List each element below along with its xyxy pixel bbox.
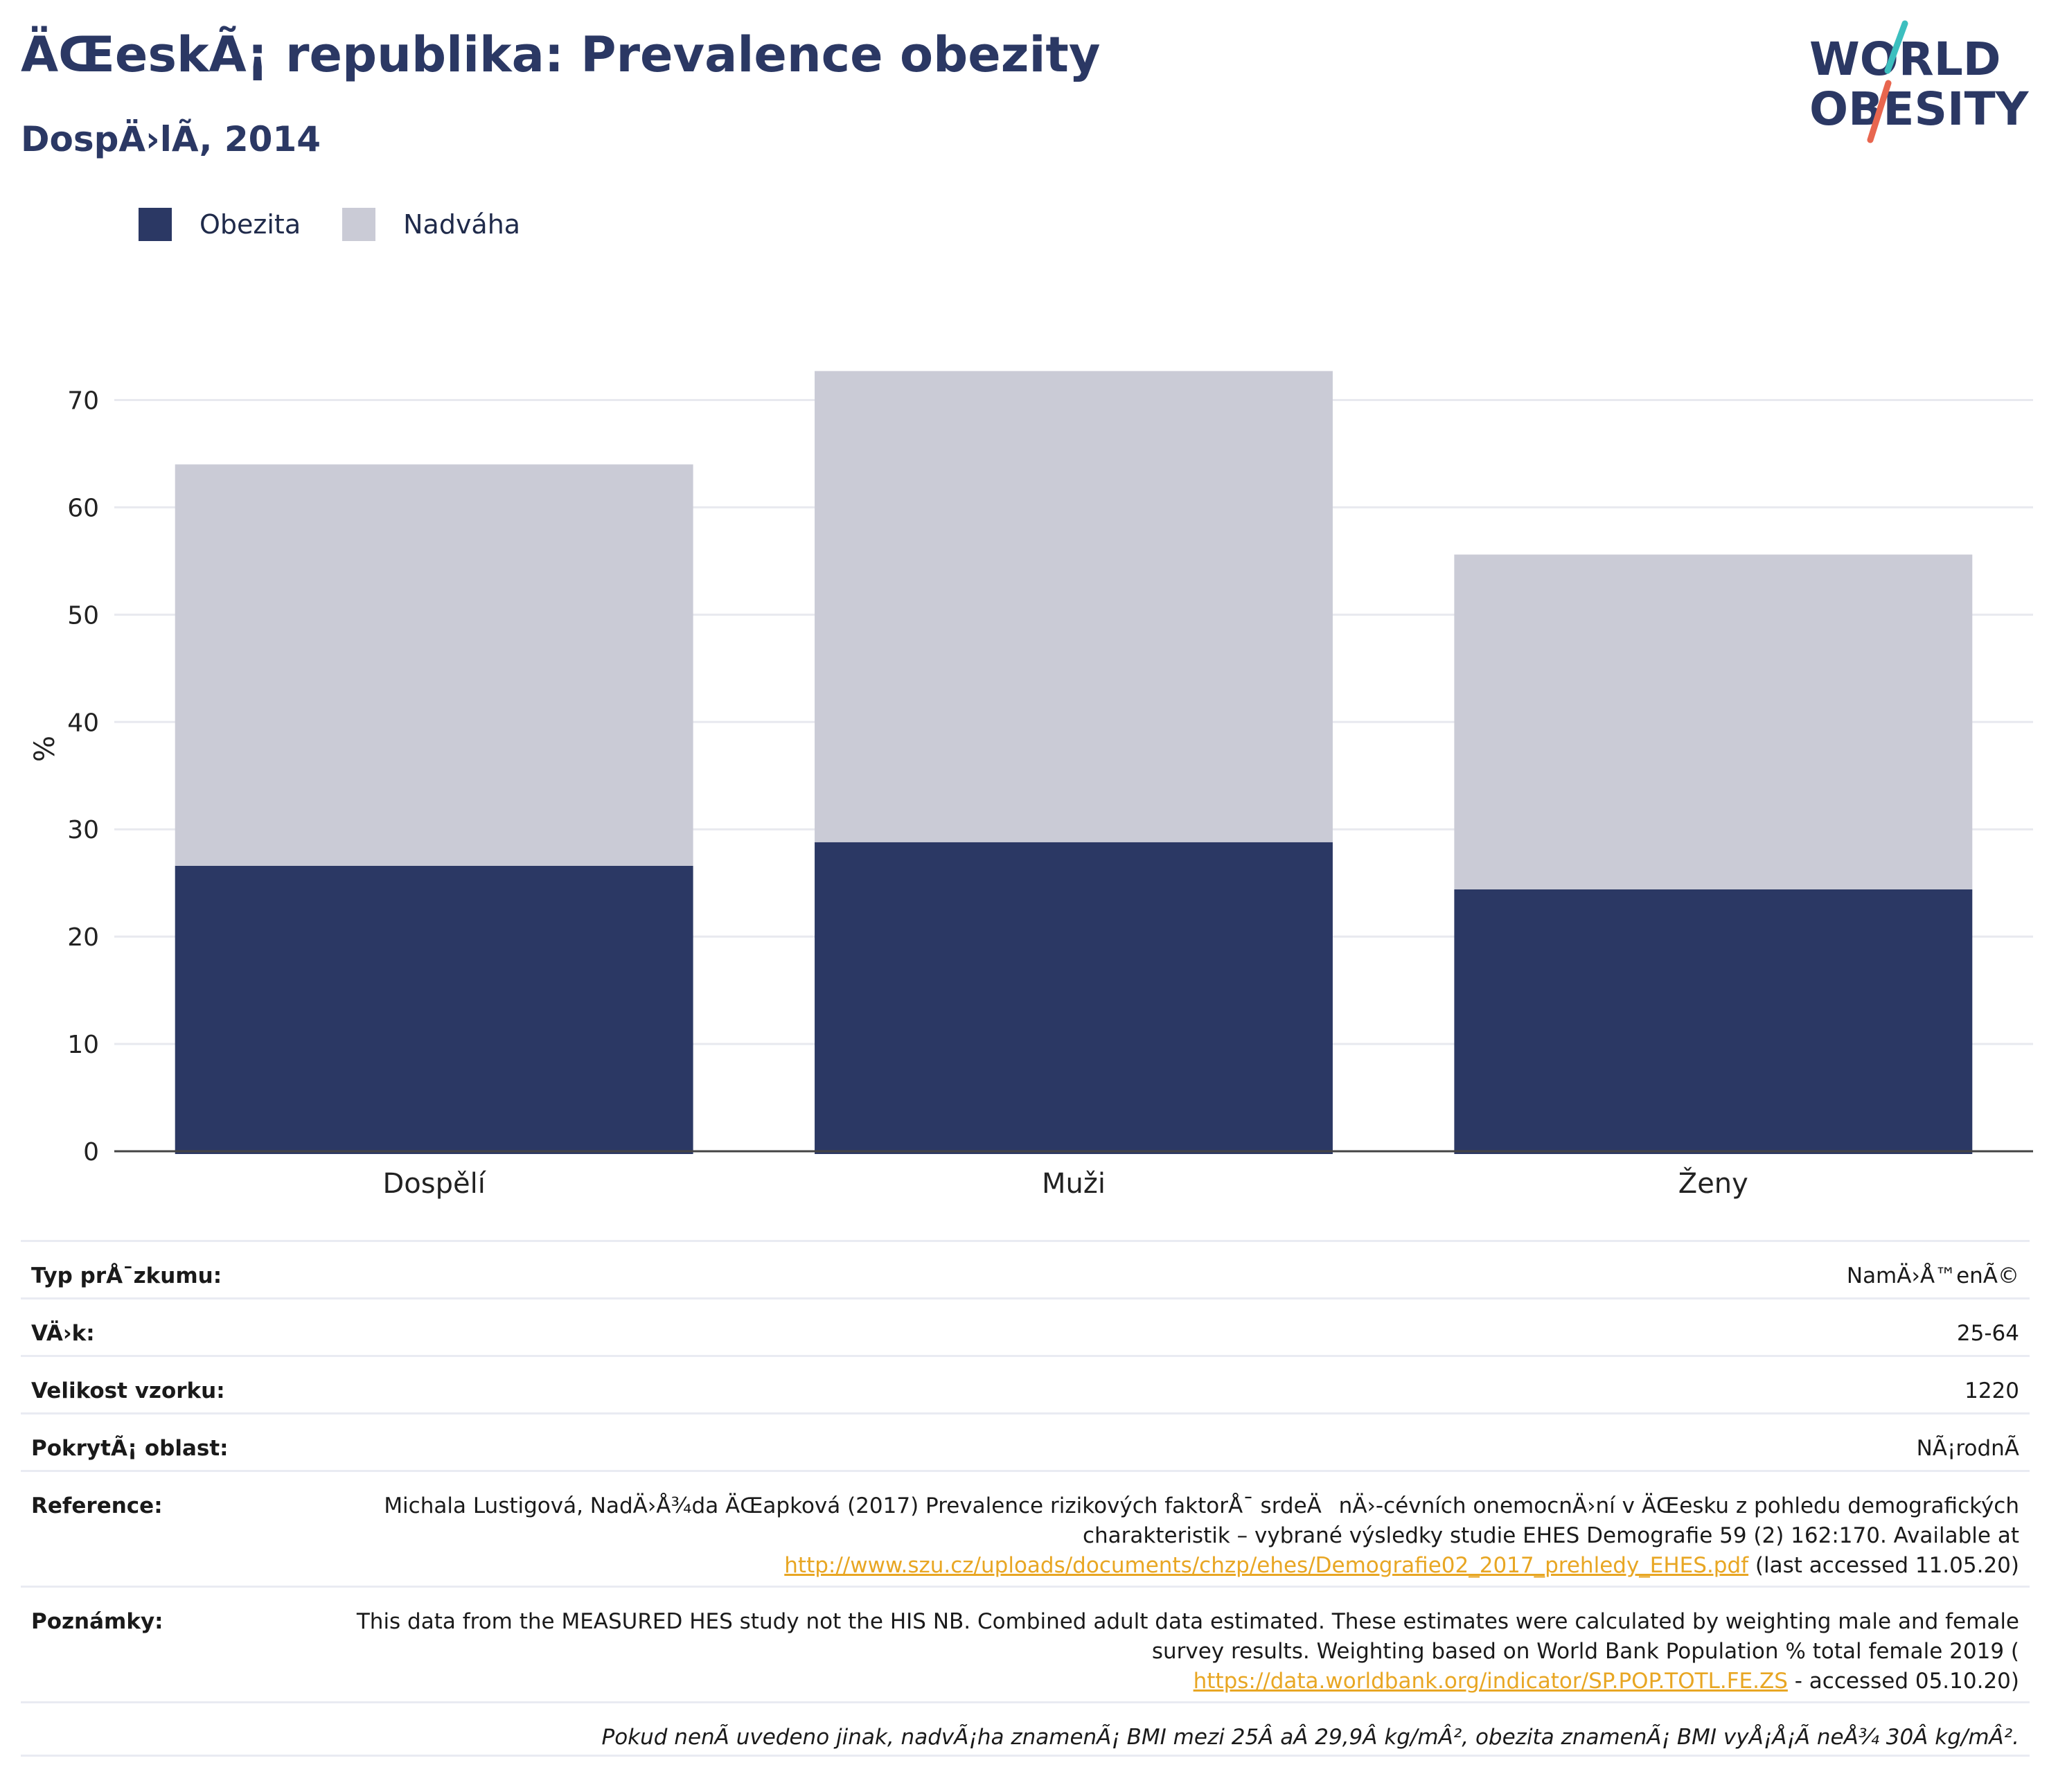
legend-swatch-obezita — [139, 208, 172, 241]
logo-slash-coral — [1867, 80, 1892, 143]
y-tick-label-30: 30 — [67, 816, 99, 844]
stacked-bar-chart: 0 10 20 30 40 50 60 70% Dospělí Muži Ženy — [29, 371, 2033, 1200]
info-table: Typ prÅ¯zkumu: NamÄ›Å™enÃ© VÄ›k: 25-64 V… — [21, 1240, 2030, 1757]
survey-type-value: NamÄ›Å™enÃ© — [1846, 1263, 2019, 1288]
y-tick-label-20: 20 — [67, 923, 99, 952]
reference-accessed: (last accessed 11.05.20) — [1748, 1553, 2019, 1578]
legend-item-obezita[interactable]: Obezita — [139, 208, 301, 241]
reference-link[interactable]: http://www.szu.cz/uploads/documents/chzp… — [784, 1553, 1749, 1578]
notes-value: This data from the MEASURED HES study no… — [343, 1607, 2019, 1696]
bar-obezita-1 — [815, 842, 1333, 1154]
info-row-survey-type: Typ prÅ¯zkumu: NamÄ›Å™enÃ© — [21, 1240, 2030, 1297]
logo-line2: OBESITY — [1809, 82, 2030, 136]
reference-label: Reference: — [31, 1493, 163, 1518]
y-tick-label-70: 70 — [67, 387, 99, 415]
info-row-notes: Poznámky: This data from the MEASURED HE… — [21, 1586, 2030, 1701]
x-tick-label-2: Ženy — [1678, 1166, 1748, 1200]
coverage-label: PokrytÃ¡ oblast: — [31, 1436, 229, 1461]
notes-link[interactable]: https://data.worldbank.org/indicator/SP.… — [1193, 1669, 1788, 1694]
x-tick-label-1: Muži — [1042, 1168, 1106, 1200]
info-row-footnote: Pokud nenÃ uvedeno jinak, nadvÃ¡ha zname… — [21, 1701, 2030, 1757]
legend-label-nadvaha: Nadváha — [403, 209, 521, 240]
sample-size-value: 1220 — [1964, 1378, 2019, 1403]
notes-text: This data from the MEASURED HES study no… — [356, 1609, 2019, 1664]
bar-obezita-0 — [175, 865, 693, 1154]
info-row-coverage: PokrytÃ¡ oblast: NÃ¡rodnÃ — [21, 1412, 2030, 1470]
y-axis-label: % — [29, 736, 61, 762]
reference-value: Michala Lustigová, NadÄ›Å¾da ÄŒapková (2… — [343, 1491, 2019, 1581]
notes-label: Poznámky: — [31, 1609, 163, 1634]
logo-slash-teal — [1884, 20, 1908, 74]
logo-line1: WORLD — [1809, 33, 2001, 86]
x-tick-label-0: Dospělí — [382, 1168, 486, 1200]
legend-swatch-nadvaha — [342, 208, 376, 241]
bar-nadváha-1 — [815, 371, 1333, 842]
sample-size-label: Velikost vzorku: — [31, 1378, 225, 1403]
reference-text: Michala Lustigová, NadÄ›Å¾da ÄŒapková (2… — [384, 1493, 2019, 1548]
info-row-age: VÄ›k: 25-64 — [21, 1297, 2030, 1355]
y-tick-label-50: 50 — [67, 601, 99, 630]
y-tick-label-10: 10 — [67, 1031, 99, 1059]
world-obesity-logo: WORLD OBESITY — [1809, 20, 2030, 143]
info-row-sample-size: Velikost vzorku: 1220 — [21, 1355, 2030, 1412]
chart-subtitle: DospÄ›lÃ­, 2014 — [21, 119, 321, 159]
bar-nadváha-0 — [175, 464, 693, 866]
coverage-value: NÃ¡rodnÃ — [1916, 1436, 2019, 1461]
legend-item-nadvaha[interactable]: Nadváha — [342, 208, 520, 241]
bar-obezita-2 — [1454, 889, 1973, 1154]
y-tick-label-0: 0 — [83, 1138, 99, 1166]
legend-label-obezita: Obezita — [199, 209, 301, 240]
y-tick-label-60: 60 — [67, 494, 99, 522]
y-tick-label-40: 40 — [67, 709, 99, 737]
legend: Obezita Nadváha — [139, 205, 562, 244]
survey-type-label: Typ prÅ¯zkumu: — [31, 1263, 222, 1288]
notes-accessed: - accessed 05.10.20) — [1787, 1669, 2019, 1694]
age-value: 25-64 — [1956, 1321, 2019, 1346]
chart-title: ÄŒeskÃ¡ republika: Prevalence obezity — [21, 26, 1101, 83]
age-label: VÄ›k: — [31, 1321, 95, 1346]
footnote-text: Pokud nenÃ uvedeno jinak, nadvÃ¡ha zname… — [601, 1725, 2019, 1750]
bar-nadváha-2 — [1454, 554, 1973, 889]
info-row-reference: Reference: Michala Lustigová, NadÄ›Å¾da … — [21, 1470, 2030, 1586]
